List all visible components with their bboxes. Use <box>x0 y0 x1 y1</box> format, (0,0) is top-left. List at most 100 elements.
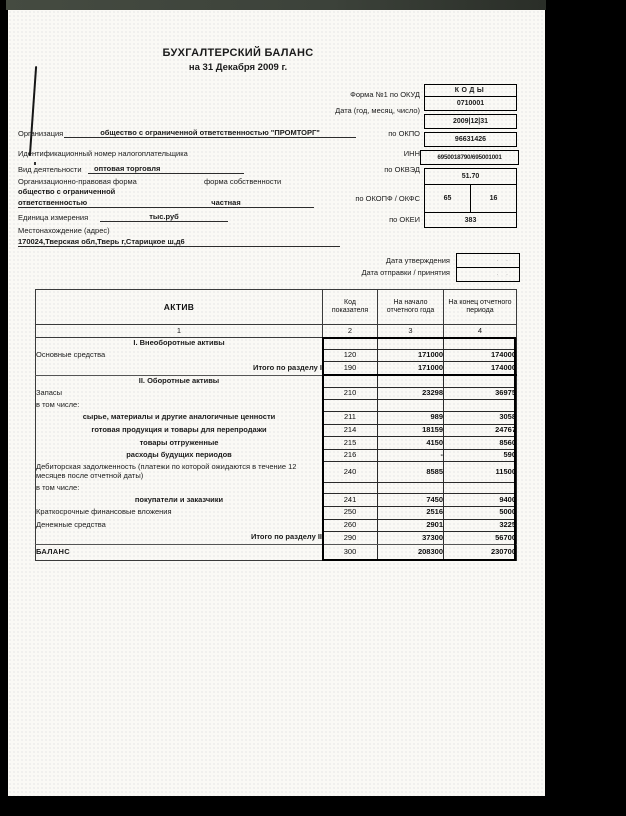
value-end-of-period <box>443 481 517 494</box>
value-start-of-year: 37300 <box>377 531 444 545</box>
okpo-code-value: 96631426 <box>454 136 487 143</box>
col-number-1: 1 <box>35 324 323 338</box>
location-label: Местонахождение (адрес) <box>18 226 110 235</box>
value-end-of-period: 3225 <box>443 518 517 533</box>
unit-value: тыс.руб <box>100 212 228 222</box>
value-end-of-period: 24767 <box>443 423 517 438</box>
document-subtitle: на 31 Декабря 2009 г. <box>188 62 288 73</box>
col-number-2: 2 <box>322 324 378 338</box>
inn-code-label: ИНН <box>403 149 420 158</box>
row-label: готовая продукция и товары для перепрода… <box>91 425 267 434</box>
table-row: покупатели и заказчики 241 7450 9400 <box>36 493 517 507</box>
value-start-of-year: 208300 <box>377 543 444 562</box>
value-start-of-year <box>377 374 444 388</box>
row-code: 190 <box>322 361 378 377</box>
value-start-of-year: 23298 <box>377 386 444 401</box>
row-code <box>322 481 378 494</box>
dates-box: · · · · <box>456 253 520 282</box>
value-end-of-period: 3058 <box>443 410 517 425</box>
value-start-of-year: - <box>377 448 444 463</box>
sending-date-label: Дата отправки / принятия <box>361 268 450 277</box>
value-start-of-year <box>377 481 444 494</box>
value-end-of-period: 36975 <box>443 386 517 401</box>
row-label: покупатели и заказчики <box>134 494 224 504</box>
row-label: Краткосрочные финансовые вложения <box>36 507 172 517</box>
col-number-4: 4 <box>443 324 517 338</box>
form-okud-label: Форма №1 по ОКУД <box>350 90 420 99</box>
okopf-code-value: 65 <box>443 195 452 202</box>
table-row: товары отгруженные 215 4150 8560 <box>36 436 517 450</box>
row-label: расходы будущих периодов <box>126 450 232 460</box>
codes-box-header: КОДЫ <box>454 87 487 94</box>
table-row: Запасы 210 23298 36975 <box>36 386 517 401</box>
okei-label: по ОКЕИ <box>389 215 420 224</box>
table-row: в том числе: <box>36 399 517 412</box>
value-start-of-year: 8585 <box>377 461 444 483</box>
okopf-okfs-label: по ОКОПФ / ОКФС <box>355 194 420 203</box>
value-end-of-period <box>443 399 517 412</box>
table-row: Дебиторская задолженность (платежи по ко… <box>36 461 517 483</box>
value-end-of-period: 8560 <box>443 436 517 450</box>
col-number-3: 3 <box>377 324 444 338</box>
table-row: I. Внеоборотные активы <box>36 336 517 350</box>
header-code: Код показателя <box>322 289 378 325</box>
row-code: 211 <box>322 410 378 425</box>
value-end-of-period: 5000 <box>443 505 517 520</box>
scan-edge-artifact <box>6 0 546 10</box>
row-code <box>322 399 378 412</box>
value-start-of-year: 171000 <box>377 348 444 363</box>
inn-code-value: 6950018790/695001001 <box>437 154 502 161</box>
legal-form-value-line1: общество с ограниченной <box>18 187 116 196</box>
table-row: сырье, материалы и другие аналогичные це… <box>36 410 517 425</box>
table-row: Итого по разделу I 190 171000 174000 <box>35 361 517 377</box>
activity-label: Вид деятельности <box>18 165 82 174</box>
okud-code-value: 0710001 <box>425 96 516 110</box>
legal-form-label: Организационно-правовая форма <box>18 177 137 186</box>
ownership-value: частная <box>138 198 314 208</box>
row-code: 241 <box>322 493 378 507</box>
table-row: готовая продукция и товары для перепрода… <box>36 423 517 438</box>
value-end-of-period <box>443 336 517 350</box>
value-start-of-year <box>377 399 444 412</box>
row-code: 300 <box>322 543 378 562</box>
pen-dot-mark <box>34 162 36 165</box>
okpo-label: по ОКПО <box>388 129 420 138</box>
row-code: 250 <box>322 505 378 520</box>
date-code-value: 2009|12|31 <box>452 118 489 125</box>
asset-table-body: I. Внеоборотные активы Основные средства 1… <box>35 336 517 562</box>
row-code: 120 <box>322 348 378 363</box>
activity-value: оптовая торговля <box>88 164 244 174</box>
row-label: Итого по разделу II <box>35 531 323 545</box>
row-label: Дебиторская задолженность (платежи по ко… <box>36 462 297 480</box>
row-code: 210 <box>322 386 378 401</box>
value-end-of-period: 11500 <box>443 461 517 483</box>
row-code: 240 <box>322 461 378 483</box>
approval-date-cell: · · <box>496 257 511 264</box>
unit-label: Единица измерения <box>18 213 89 222</box>
okved-code-value: 51.70 <box>461 173 480 180</box>
asset-table: АКТИВ Код показателя На начало отчетного… <box>35 289 517 562</box>
value-start-of-year: 18159 <box>377 423 444 438</box>
column-numbers-row: 1 2 3 4 <box>35 324 517 338</box>
organization-label: Организация <box>18 129 64 138</box>
table-row: Основные средства 120 171000 174000 <box>36 348 517 363</box>
value-end-of-period: 590 <box>443 448 517 463</box>
value-end-of-period: 56700 <box>443 531 517 545</box>
value-start-of-year: 4150 <box>377 436 444 450</box>
table-row: БАЛАНС 300 208300 230700 <box>36 543 517 562</box>
header-start: На начало отчетного года <box>377 289 444 325</box>
okved-label: по ОКВЭД <box>384 165 420 174</box>
table-row: Денежные средства 260 2901 3225 <box>36 518 517 533</box>
row-code: 216 <box>322 448 378 463</box>
row-label: Денежные средства <box>36 520 106 529</box>
row-code: 214 <box>322 423 378 438</box>
pen-stroke-mark <box>28 66 38 156</box>
balance-sheet-page: БУХГАЛТЕРСКИЙ БАЛАНС на 31 Декабря 2009 … <box>8 10 545 796</box>
row-label: Итого по разделу I <box>35 361 323 376</box>
okfs-code-value: 16 <box>470 185 516 212</box>
row-label: сырье, материалы и другие аналогичные це… <box>82 412 276 422</box>
date-label: Дата (год, месяц, число) <box>335 106 420 115</box>
value-start-of-year: 989 <box>377 410 444 425</box>
ownership-label: форма собственности <box>204 177 282 186</box>
